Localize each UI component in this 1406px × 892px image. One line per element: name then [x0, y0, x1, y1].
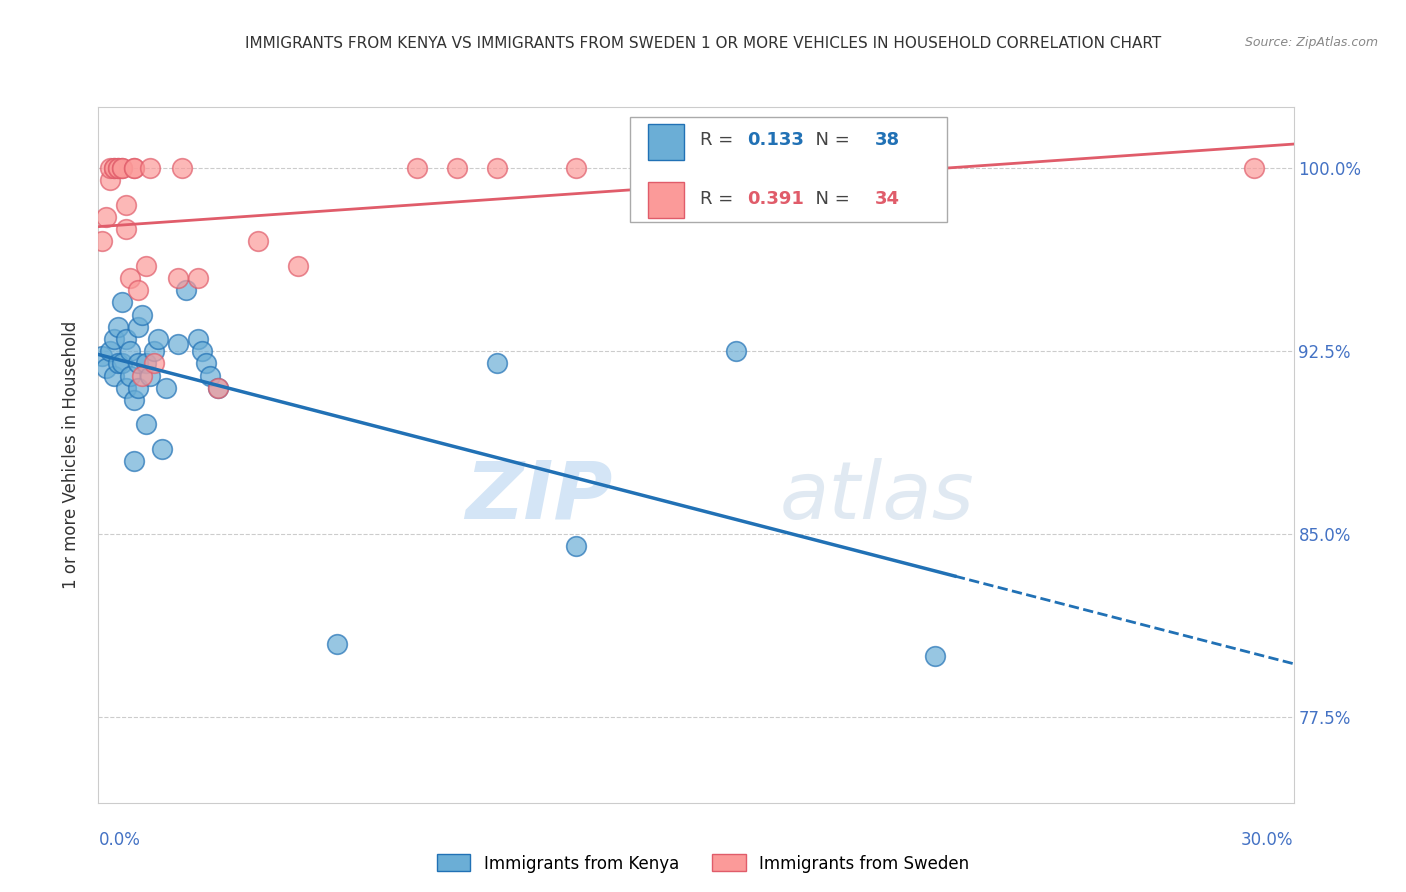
- Point: [924, 649, 946, 664]
- Point: [111, 161, 134, 175]
- Point: [135, 356, 157, 370]
- Point: [111, 356, 134, 370]
- Point: [148, 332, 170, 346]
- Point: [120, 344, 142, 359]
- Point: [143, 356, 166, 370]
- Point: [187, 332, 209, 346]
- Text: N =: N =: [804, 131, 855, 150]
- Point: [446, 161, 468, 175]
- Point: [167, 271, 190, 285]
- Text: Source: ZipAtlas.com: Source: ZipAtlas.com: [1244, 36, 1378, 49]
- Point: [685, 161, 707, 175]
- Text: N =: N =: [804, 190, 855, 208]
- Point: [120, 368, 142, 383]
- Point: [485, 161, 508, 175]
- Point: [485, 356, 508, 370]
- Text: R =: R =: [700, 131, 738, 150]
- Point: [115, 222, 138, 236]
- Point: [1243, 161, 1265, 175]
- Bar: [648, 182, 685, 219]
- Point: [884, 161, 907, 175]
- FancyBboxPatch shape: [630, 118, 948, 222]
- Point: [246, 235, 269, 249]
- Point: [111, 295, 134, 310]
- Point: [103, 161, 125, 175]
- Point: [103, 332, 125, 346]
- Legend: Immigrants from Kenya, Immigrants from Sweden: Immigrants from Kenya, Immigrants from S…: [430, 847, 976, 880]
- Point: [174, 283, 197, 297]
- Point: [287, 259, 309, 273]
- Point: [207, 381, 229, 395]
- Point: [724, 161, 747, 175]
- Point: [127, 381, 149, 395]
- Point: [326, 637, 349, 651]
- Point: [127, 283, 149, 297]
- Point: [111, 161, 134, 175]
- Text: 38: 38: [875, 131, 900, 150]
- Point: [187, 271, 209, 285]
- Point: [115, 381, 138, 395]
- Point: [131, 308, 153, 322]
- Point: [107, 161, 129, 175]
- Point: [96, 210, 118, 224]
- Point: [724, 344, 747, 359]
- Bar: [648, 124, 685, 160]
- Text: R =: R =: [700, 190, 738, 208]
- Point: [91, 235, 114, 249]
- Point: [139, 368, 162, 383]
- Text: atlas: atlas: [779, 458, 974, 536]
- Point: [100, 161, 122, 175]
- Point: [103, 368, 125, 383]
- Text: 34: 34: [875, 190, 900, 208]
- Point: [91, 349, 114, 363]
- Point: [120, 271, 142, 285]
- Point: [565, 161, 588, 175]
- Point: [565, 540, 588, 554]
- Text: 0.391: 0.391: [748, 190, 804, 208]
- Point: [103, 161, 125, 175]
- Text: 0.133: 0.133: [748, 131, 804, 150]
- Point: [124, 161, 146, 175]
- Point: [124, 161, 146, 175]
- Point: [127, 356, 149, 370]
- Point: [107, 356, 129, 370]
- Point: [100, 344, 122, 359]
- Point: [406, 161, 429, 175]
- Point: [135, 417, 157, 432]
- Text: 30.0%: 30.0%: [1241, 830, 1294, 848]
- Point: [115, 332, 138, 346]
- Point: [155, 381, 177, 395]
- Point: [127, 319, 149, 334]
- Point: [172, 161, 194, 175]
- Point: [124, 392, 146, 407]
- Point: [107, 319, 129, 334]
- Point: [135, 259, 157, 273]
- Text: 0.0%: 0.0%: [98, 830, 141, 848]
- Point: [131, 368, 153, 383]
- Text: IMMIGRANTS FROM KENYA VS IMMIGRANTS FROM SWEDEN 1 OR MORE VEHICLES IN HOUSEHOLD : IMMIGRANTS FROM KENYA VS IMMIGRANTS FROM…: [245, 36, 1161, 51]
- Point: [100, 173, 122, 187]
- Point: [207, 381, 229, 395]
- Point: [150, 442, 173, 456]
- Point: [124, 454, 146, 468]
- Point: [195, 356, 218, 370]
- Point: [167, 336, 190, 351]
- Point: [143, 344, 166, 359]
- Point: [198, 368, 221, 383]
- Point: [139, 161, 162, 175]
- Point: [107, 161, 129, 175]
- Point: [191, 344, 214, 359]
- Y-axis label: 1 or more Vehicles in Household: 1 or more Vehicles in Household: [62, 321, 80, 589]
- Point: [115, 197, 138, 211]
- Text: ZIP: ZIP: [465, 458, 613, 536]
- Point: [96, 361, 118, 376]
